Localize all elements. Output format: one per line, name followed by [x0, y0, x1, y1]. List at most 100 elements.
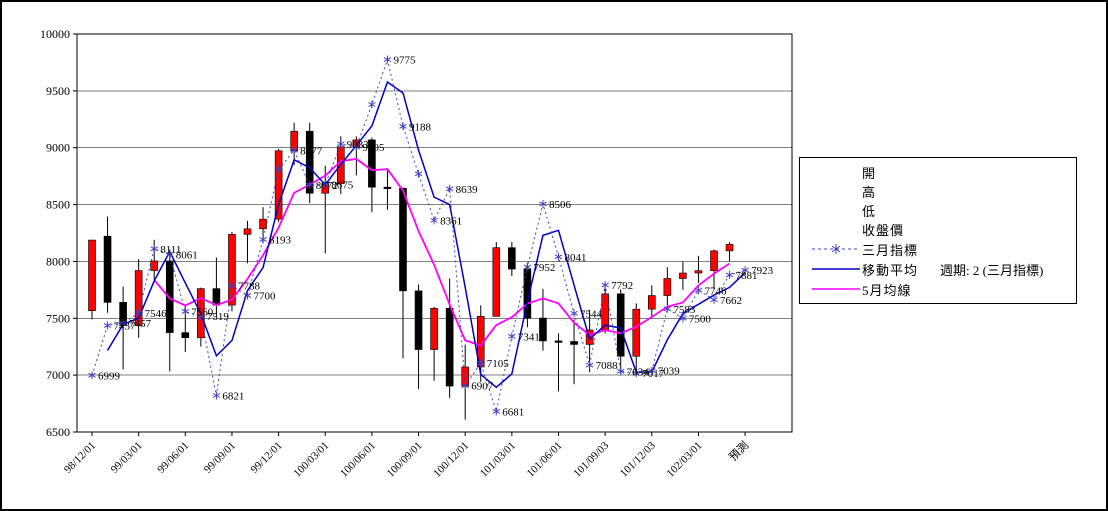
asterisk-marker[interactable] — [601, 281, 609, 290]
candle-up[interactable] — [663, 278, 672, 296]
candle-up[interactable] — [679, 272, 687, 279]
asterisk-marker[interactable] — [259, 235, 267, 244]
candle-down[interactable] — [368, 139, 376, 188]
asterisk-marker[interactable] — [228, 281, 236, 290]
asterisk-marker[interactable] — [352, 143, 361, 152]
asterisk-marker[interactable] — [243, 291, 252, 300]
candle-down[interactable] — [181, 332, 190, 339]
legend-item-close[interactable]: 收盤價 — [810, 220, 1072, 239]
x-tick-label: 100/03/01 — [291, 440, 331, 480]
asterisk-marker[interactable] — [632, 369, 640, 378]
candle-up[interactable] — [725, 244, 734, 252]
candle-up[interactable] — [694, 270, 703, 274]
candle-down[interactable] — [399, 187, 407, 292]
lines-layer[interactable] — [88, 55, 749, 416]
data-label: 8672 — [316, 180, 338, 192]
candle-down[interactable] — [383, 186, 392, 189]
candle-down[interactable] — [165, 260, 174, 333]
asterisk-marker[interactable] — [134, 309, 143, 318]
candle-down[interactable] — [103, 235, 112, 303]
candle-down[interactable] — [616, 293, 625, 357]
asterisk-marker[interactable] — [119, 319, 127, 328]
candle-up[interactable] — [228, 234, 236, 306]
candle-up[interactable] — [88, 239, 96, 311]
x-tick-label: 101/12/03 — [618, 439, 658, 479]
candle-down[interactable] — [212, 288, 221, 306]
candle-down[interactable] — [570, 341, 578, 345]
asterisk-marker[interactable] — [212, 391, 221, 400]
asterisk-marker[interactable] — [445, 184, 454, 193]
candle-up[interactable] — [632, 308, 641, 357]
data-label: 8361 — [440, 215, 462, 227]
candle-up[interactable] — [259, 218, 267, 230]
candle-down[interactable] — [539, 317, 547, 342]
legend-item-high[interactable]: 高 — [810, 182, 1072, 201]
asterisk-marker[interactable] — [554, 252, 563, 261]
asterisk-marker[interactable] — [616, 367, 625, 376]
candles-layer[interactable] — [88, 122, 734, 420]
asterisk-marker[interactable] — [523, 262, 532, 271]
asterisk-marker[interactable] — [414, 169, 423, 178]
x-tick-label: 101/03/01 — [478, 440, 518, 480]
legend-item-open[interactable]: 開 — [810, 163, 1072, 182]
candle-down[interactable] — [414, 290, 423, 350]
legend-item-low[interactable]: 低 — [810, 201, 1072, 220]
asterisk-marker[interactable] — [663, 304, 672, 313]
asterisk-marker[interactable] — [88, 371, 96, 380]
asterisk-marker[interactable] — [368, 100, 376, 109]
asterisk-marker[interactable] — [741, 266, 749, 275]
asterisk-marker[interactable] — [274, 165, 283, 174]
asterisk-marker[interactable] — [197, 312, 205, 321]
candle-up[interactable] — [647, 295, 656, 310]
candle-up[interactable] — [150, 260, 158, 271]
asterisk-marker[interactable] — [461, 381, 469, 390]
candle-down[interactable] — [445, 307, 454, 387]
x-tick-label: 99/03/01 — [109, 440, 145, 476]
asterisk-marker[interactable] — [166, 250, 174, 259]
asterisk-marker[interactable] — [399, 122, 407, 131]
y-tick-label: 9500 — [46, 84, 70, 98]
candle-up[interactable] — [274, 150, 283, 220]
asterisk-marker[interactable] — [150, 244, 158, 253]
asterisk-marker[interactable] — [181, 307, 190, 316]
candle-down[interactable] — [554, 340, 563, 343]
candle-up[interactable] — [710, 250, 718, 271]
x-tick-label: 100/12/01 — [431, 440, 471, 480]
asterisk-marker[interactable] — [430, 216, 438, 225]
asterisk-marker[interactable] — [492, 407, 501, 416]
asterisk-marker[interactable] — [725, 270, 734, 279]
asterisk-marker[interactable] — [570, 309, 578, 318]
asterisk-marker[interactable] — [710, 295, 718, 304]
asterisk-marker[interactable] — [305, 181, 314, 190]
asterisk-marker[interactable] — [679, 314, 687, 323]
asterisk-marker[interactable] — [694, 286, 703, 295]
data-label: 8506 — [549, 199, 572, 211]
candle-up[interactable] — [492, 247, 501, 317]
asterisk-marker[interactable] — [290, 146, 298, 155]
asterisk-marker[interactable] — [383, 55, 392, 64]
asterisk-marker[interactable] — [508, 332, 516, 341]
legend-item-indicator[interactable]: 三月指標 — [810, 239, 1072, 259]
x-tick-label: 101/06/01 — [525, 440, 565, 480]
asterisk-marker[interactable] — [539, 199, 547, 208]
legend-item-ma5[interactable]: 5月均線 — [810, 279, 1072, 299]
asterisk-marker[interactable] — [477, 359, 485, 368]
data-label: 7546 — [145, 308, 168, 320]
candle-up[interactable] — [430, 307, 438, 350]
candle-up[interactable] — [243, 228, 252, 235]
data-label: 7662 — [720, 295, 742, 307]
asterisk-marker[interactable] — [648, 366, 656, 375]
asterisk-marker[interactable] — [103, 321, 112, 330]
candle-down[interactable] — [305, 130, 314, 194]
asterisk-marker[interactable] — [337, 139, 345, 148]
asterisk-marker[interactable] — [321, 180, 329, 189]
x-tick-label: 99/06/01 — [155, 440, 191, 476]
legend-item-moving-average[interactable]: 移動平均 週期: 2 (三月指標) — [810, 259, 1072, 279]
asterisk-marker[interactable] — [585, 361, 594, 370]
data-label: 7017 — [642, 368, 665, 380]
candle-down[interactable] — [508, 247, 516, 270]
ma5-line[interactable] — [153, 158, 731, 347]
data-label: 7544 — [580, 308, 603, 320]
